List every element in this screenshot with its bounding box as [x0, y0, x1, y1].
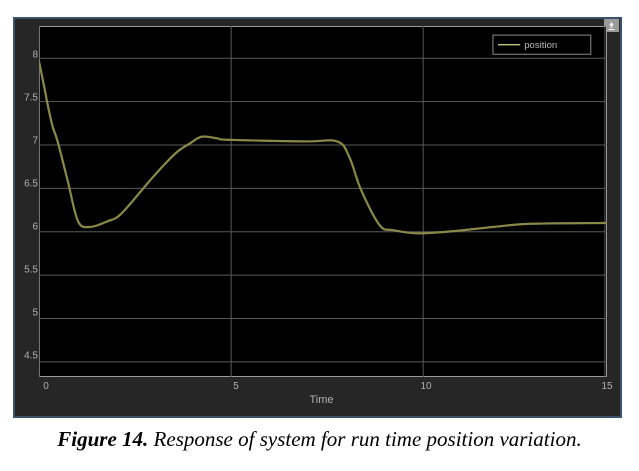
svg-text:position: position: [524, 40, 557, 51]
